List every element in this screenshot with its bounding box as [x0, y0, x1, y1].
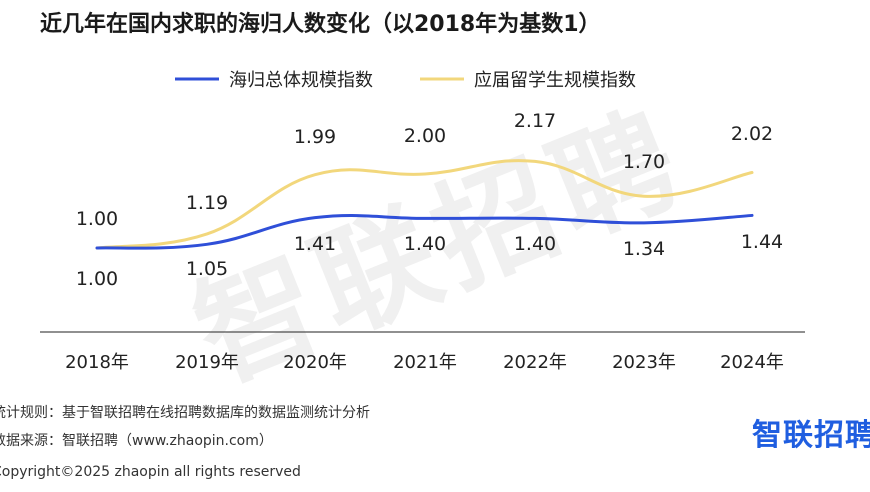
data-label: 1.34	[623, 238, 665, 260]
data-label: 1.99	[294, 126, 336, 148]
data-label: 1.41	[294, 233, 336, 255]
x-tick-label: 2020年	[283, 352, 347, 373]
statistics-rule-note: 统计规则：基于智联招聘在线招聘数据库的数据监测统计分析	[0, 405, 370, 421]
data-label: 2.02	[731, 123, 773, 145]
data-source-note: 数据来源：智联招聘（www.zhaopin.com）	[0, 433, 273, 449]
data-label: 1.00	[76, 268, 118, 290]
data-label: 1.70	[623, 151, 665, 173]
series-line-2	[95, 159, 754, 250]
data-label: 2.17	[514, 110, 556, 132]
series-line-1	[95, 213, 754, 250]
data-label: 1.05	[186, 258, 228, 280]
x-tick-label: 2021年	[393, 352, 457, 373]
x-tick-label: 2024年	[720, 352, 784, 373]
x-tick-label: 2018年	[65, 352, 129, 373]
data-label: 1.44	[741, 231, 783, 253]
data-label: 1.40	[514, 233, 556, 255]
data-label: 1.19	[186, 192, 228, 214]
legend-label-1: 海归总体规模指数	[229, 70, 373, 91]
x-tick-label: 2022年	[503, 352, 567, 373]
x-tick-label: 2019年	[175, 352, 239, 373]
zhaopin-logo: 智联招聘	[752, 418, 870, 453]
data-label: 2.00	[404, 125, 446, 147]
line-chart: 海归总体规模指数 应届留学生规模指数 2018年 2019年 2020年 2021年 202…	[40, 70, 805, 373]
data-label: 1.40	[404, 233, 446, 255]
copyright-note: Copyright©2025 zhaopin all rights reserv…	[0, 464, 301, 480]
x-tick-label: 2023年	[612, 352, 676, 373]
legend-label-2: 应届留学生规模指数	[474, 70, 636, 91]
data-label: 1.00	[76, 208, 118, 230]
chart-title: 近几年在国内求职的海归人数变化（以2018年为基数1）	[40, 12, 601, 37]
